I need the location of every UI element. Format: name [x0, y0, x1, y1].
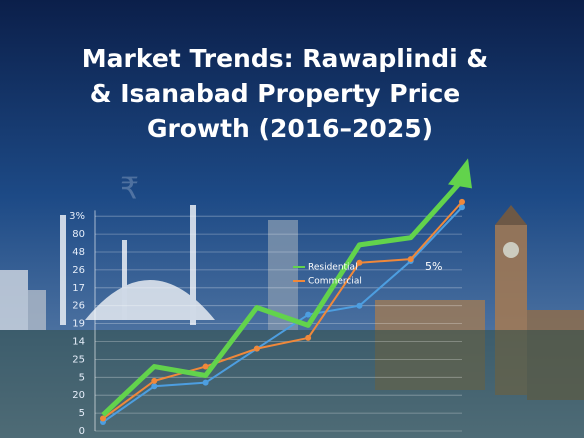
y-tick-label: 20: [72, 390, 85, 401]
point: [407, 256, 414, 263]
y-tick-label: 26: [72, 301, 85, 312]
point: [151, 383, 158, 390]
point: [151, 377, 158, 384]
chart-title: Growth (2016–2025): [147, 114, 433, 143]
annotation: 5%: [425, 260, 442, 273]
point: [100, 415, 106, 422]
point: [202, 379, 209, 386]
series-line: [102, 201, 463, 420]
series-line: [101, 178, 464, 417]
y-tick-label: 0: [79, 426, 85, 437]
y-tick-label: 3%: [69, 211, 85, 222]
y-tick-label: 26: [72, 265, 85, 276]
y-tick-label: 17: [72, 283, 85, 294]
point: [356, 302, 363, 309]
point: [356, 259, 363, 266]
y-tick-label: 5: [79, 372, 85, 383]
point: [305, 311, 312, 318]
chart-title: Market Trends: Rawaplindi &: [82, 44, 488, 73]
y-tick-label: 25: [72, 354, 85, 365]
decor: ₹: [120, 172, 139, 207]
y-tick-label: 5: [79, 408, 85, 419]
legend-label: Residential: [308, 263, 358, 273]
y-tick-label: 48: [72, 247, 85, 258]
point: [305, 334, 312, 341]
point: [459, 198, 465, 205]
point: [459, 204, 465, 211]
y-tick-label: 80: [72, 229, 85, 240]
point: [253, 345, 260, 352]
point: [202, 363, 209, 370]
y-tick-label: 19: [72, 319, 85, 330]
y-tick-label: 14: [72, 337, 85, 348]
legend-label: Commercial: [308, 277, 362, 287]
arrow-head: [448, 158, 472, 189]
chart-title: & Isanabad Property Price: [90, 79, 461, 108]
series-line: [102, 206, 463, 423]
